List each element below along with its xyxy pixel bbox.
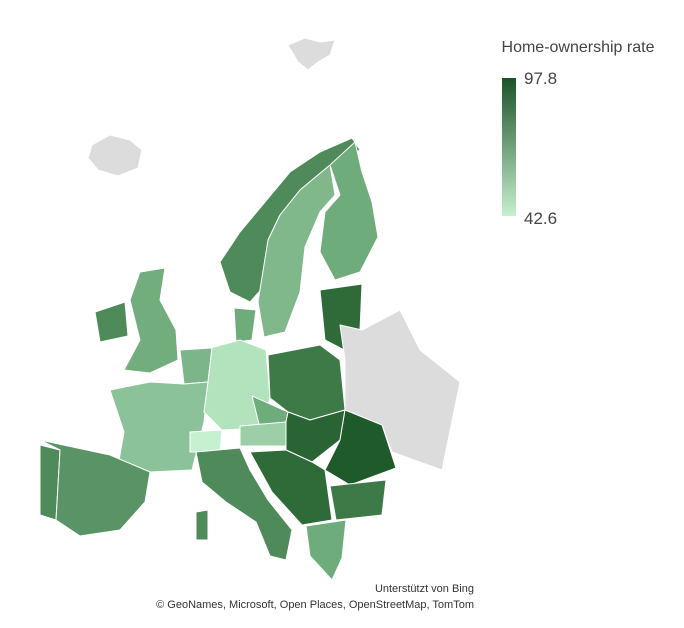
denmark <box>233 307 257 343</box>
switzerland <box>189 429 223 453</box>
sweden <box>257 164 336 338</box>
france <box>109 381 209 473</box>
finland <box>319 141 379 281</box>
united-kingdom <box>123 267 179 374</box>
legend-gradient <box>502 78 516 216</box>
benelux <box>179 347 213 385</box>
austria <box>239 421 287 447</box>
legend-max: 97.8 <box>524 69 557 88</box>
iceland <box>87 134 143 177</box>
legend-title: Home-ownership rate <box>502 39 655 56</box>
bulgaria <box>329 479 387 521</box>
spain <box>39 439 151 537</box>
balkans <box>249 449 333 526</box>
attribution-sources: © GeoNames, Microsoft, Open Places, Open… <box>156 599 474 611</box>
ireland <box>94 301 129 343</box>
eastern-europe <box>339 309 461 471</box>
countries <box>39 37 461 581</box>
hungary-slovakia <box>285 409 346 463</box>
svalbard <box>287 37 336 71</box>
legend-min: 42.6 <box>524 209 557 228</box>
italy <box>195 447 293 561</box>
attribution-provider: Unterstützt von Bing <box>375 583 474 595</box>
legend: Home-ownership rate 97.8 42.6 <box>502 39 655 228</box>
sardinia <box>195 509 209 541</box>
greece <box>305 519 347 581</box>
